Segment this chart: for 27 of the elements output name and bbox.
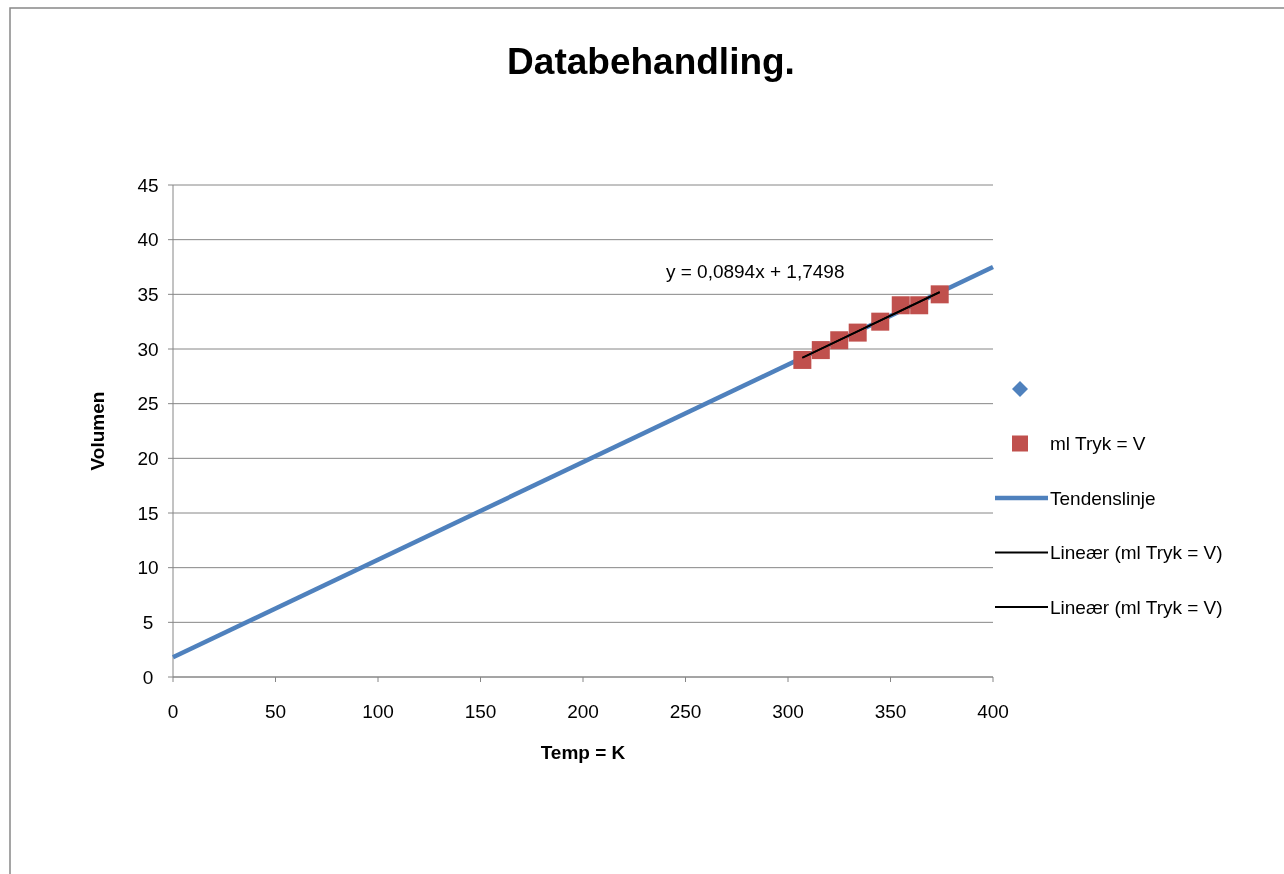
legend-label: Lineær (ml Tryk = V) xyxy=(1050,542,1223,564)
y-tick-label: 15 xyxy=(137,502,159,524)
x-axis-title: Temp = K xyxy=(540,742,626,763)
x-tick-label: 0 xyxy=(167,701,179,722)
x-tick-label: 250 xyxy=(669,701,702,722)
y-tick-label: 35 xyxy=(137,283,159,305)
legend-label: ml Tryk = V xyxy=(1050,433,1146,455)
y-tick-label: 10 xyxy=(137,557,159,579)
y-tick-label: 40 xyxy=(137,229,159,251)
y-tick-label: 20 xyxy=(137,447,159,469)
x-tick-label: 150 xyxy=(464,701,497,722)
y-axis-title: Volumen xyxy=(87,391,108,471)
y-tick-label: 45 xyxy=(137,174,159,196)
y-tick-label: 5 xyxy=(142,611,154,633)
x-tick-label: 50 xyxy=(264,701,287,722)
legend-label: Lineær (ml Tryk = V) xyxy=(1050,596,1223,618)
legend-label: Tendenslinje xyxy=(1050,487,1156,509)
annotation: y = 0,0894x + 1,7498 xyxy=(665,261,845,283)
x-tick-label: 100 xyxy=(362,701,394,722)
y-tick-label: 0 xyxy=(142,666,154,688)
chart-title: Databehandling. xyxy=(507,41,795,82)
y-tick-label: 25 xyxy=(137,393,159,415)
y-tick-label: 30 xyxy=(137,338,159,360)
x-tick-label: 400 xyxy=(977,701,1009,722)
x-tick-label: 350 xyxy=(874,701,907,722)
x-tick-label: 300 xyxy=(772,701,804,722)
x-tick-label: 200 xyxy=(567,701,599,722)
